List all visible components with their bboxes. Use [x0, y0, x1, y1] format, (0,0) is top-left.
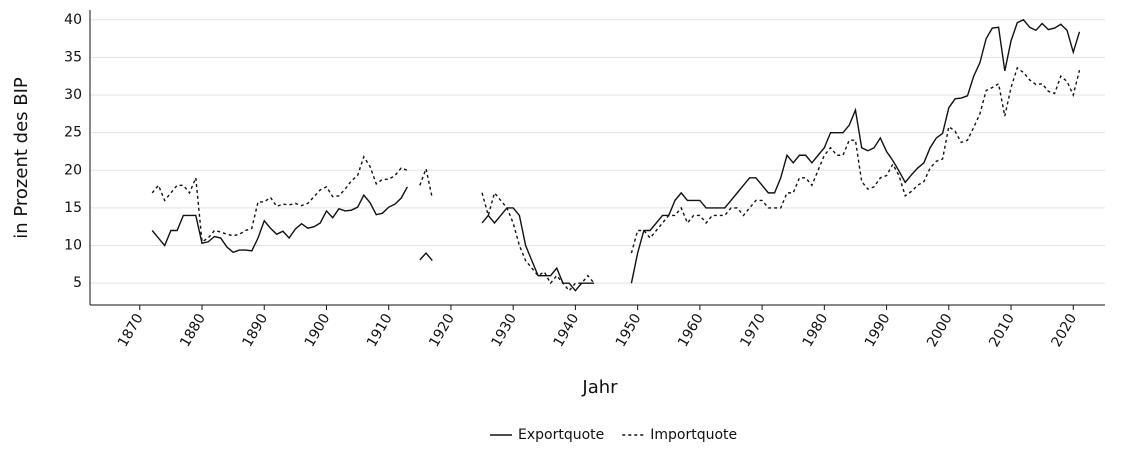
x-tick-label: 1890: [240, 311, 272, 350]
series-line: [151, 66, 1081, 292]
x-tick-label: 1930: [488, 311, 520, 350]
y-tick-label: 40: [64, 12, 82, 28]
x-tick-label: 1980: [800, 311, 832, 350]
y-tick-label: 25: [64, 125, 82, 141]
y-axis-label: in Prozent des BIP: [11, 77, 32, 239]
x-axis-label: Jahr: [581, 377, 618, 398]
legend-label: Importquote: [650, 427, 737, 443]
series-line: [151, 18, 1081, 292]
x-tick-label: 1920: [426, 311, 458, 350]
y-tick-label: 15: [64, 200, 82, 216]
x-tick-label: 2020: [1049, 311, 1081, 350]
y-tick-label: 5: [73, 275, 82, 291]
x-tick-label: 2010: [986, 311, 1018, 350]
x-tick-label: 1870: [115, 311, 147, 350]
x-tick-label: 1950: [613, 311, 645, 350]
x-tick-label: 1940: [551, 311, 583, 350]
x-tick-label: 1880: [177, 311, 209, 350]
legend-label: Exportquote: [518, 427, 604, 443]
x-tick-label: 1970: [737, 311, 769, 350]
x-tick-label: 1910: [364, 311, 396, 350]
x-tick-label: 1960: [675, 311, 707, 350]
x-tick-label: 1990: [862, 311, 894, 350]
y-tick-label: 30: [64, 87, 82, 103]
y-tick-label: 10: [64, 238, 82, 254]
y-tick-label: 35: [64, 49, 82, 65]
x-tick-label: 1900: [302, 311, 334, 350]
x-tick-label: 2000: [924, 311, 956, 350]
y-tick-label: 20: [64, 162, 82, 178]
